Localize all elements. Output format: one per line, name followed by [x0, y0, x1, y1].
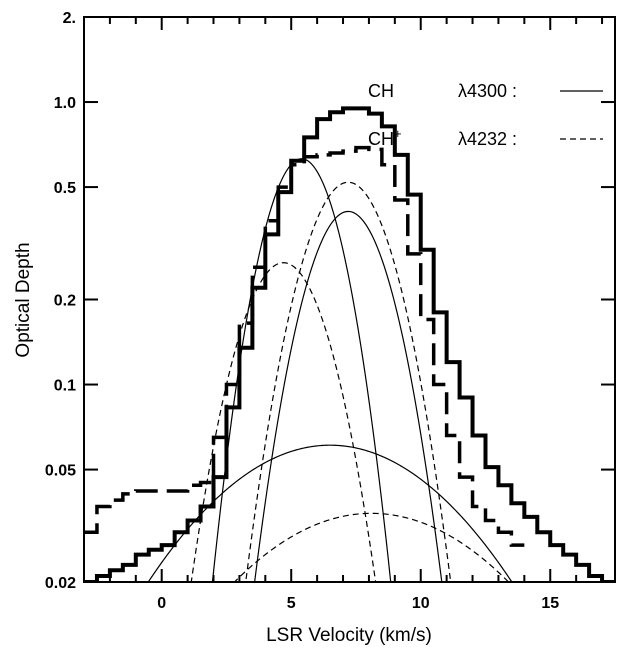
ch-plus-4232-histogram	[84, 145, 525, 547]
plot-area	[84, 106, 615, 582]
plot-frame	[83, 16, 616, 583]
legend-line: λ4232 :	[458, 129, 517, 149]
x-tick-label: 10	[412, 595, 430, 612]
y-tick-label: 2.	[63, 10, 76, 27]
y-tick-label: 0.2	[54, 293, 76, 310]
gaussian-component-4-dashed	[190, 262, 377, 582]
legend-species: CH	[368, 81, 394, 101]
legend-species: CH+	[368, 126, 402, 149]
y-tick-label: 0.02	[45, 575, 76, 592]
x-tick-label: 0	[157, 595, 166, 612]
x-tick-label: 15	[541, 595, 559, 612]
gaussian-component-3-solid	[147, 444, 513, 582]
y-tick-label: 0.1	[54, 378, 76, 395]
gaussian-component-2-solid	[254, 210, 443, 582]
x-axis-title: LSR Velocity (km/s)	[266, 625, 432, 646]
legend-entry-2: CH+ λ4232 :	[368, 126, 603, 149]
gaussian-component-5-dashed	[245, 181, 452, 582]
ch-4300-histogram	[84, 106, 615, 582]
axes-ticks: 0 5 10 15 0.02 0.05 0.1 0.2 0.5 1.0 2.	[45, 10, 615, 612]
y-tick-label: 0.05	[45, 463, 76, 480]
gaussian-component-1-solid	[211, 158, 392, 582]
y-tick-label: 1.0	[54, 95, 76, 112]
y-axis-title: Optical Depth	[13, 242, 34, 357]
legend-entry-1: CH λ4300 :	[368, 81, 603, 101]
y-tick-label: 0.5	[54, 180, 76, 197]
legend-line: λ4300 :	[458, 81, 517, 101]
legend-superscript: +	[394, 126, 402, 141]
x-tick-label: 5	[287, 595, 296, 612]
legend: CH λ4300 : CH+ λ4232 :	[368, 81, 603, 149]
